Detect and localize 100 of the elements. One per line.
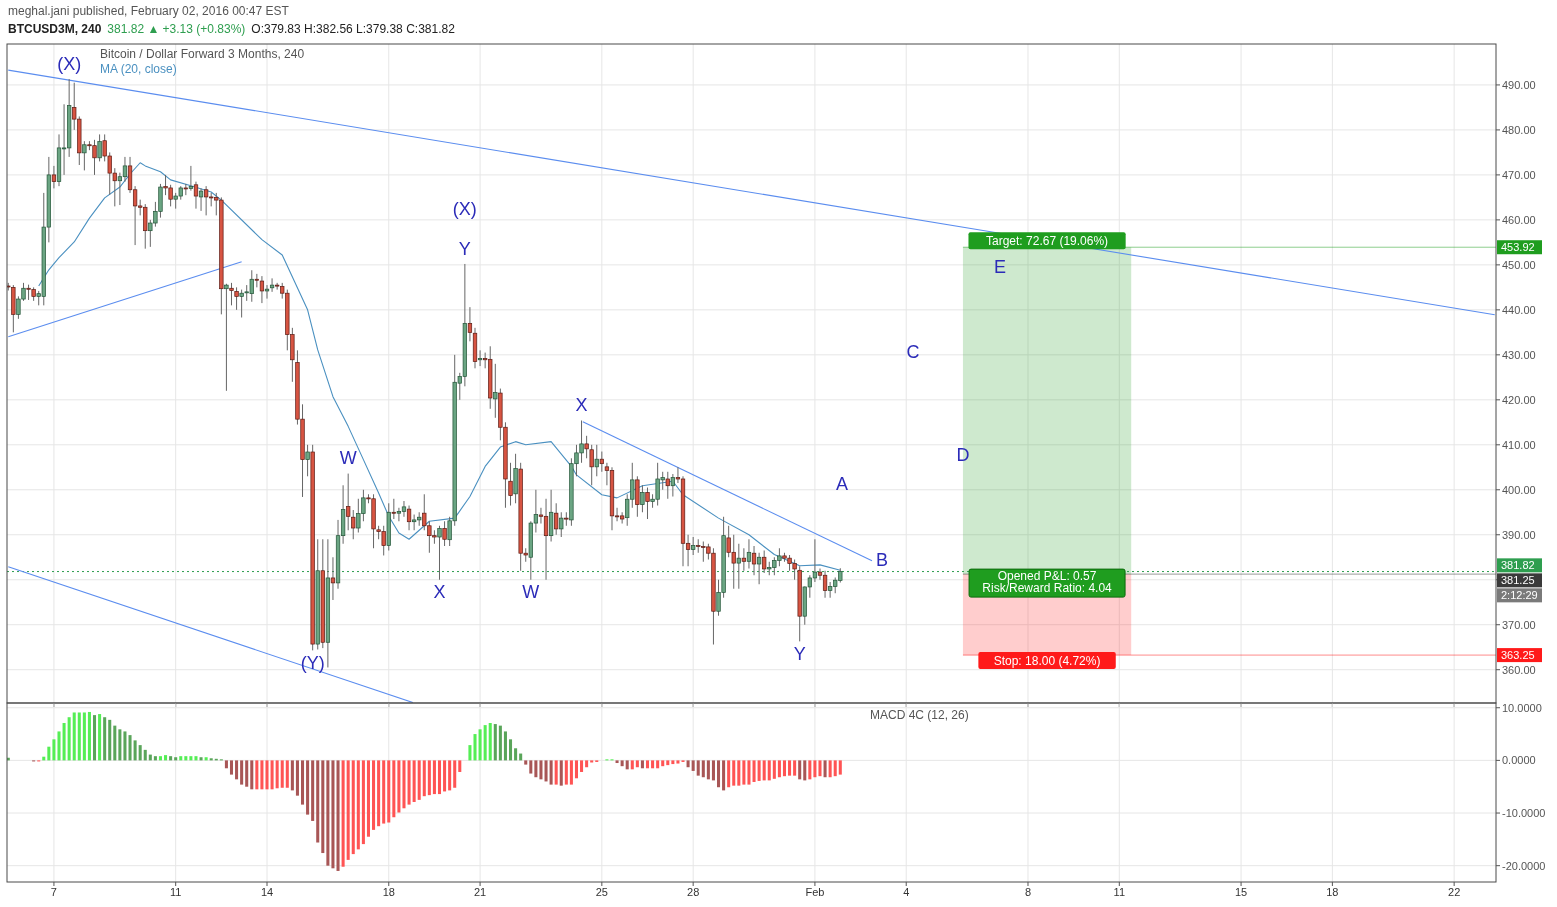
y-tick-label: 420.00 (1502, 393, 1536, 406)
candlestick (599, 451, 604, 473)
bar (752, 760, 756, 782)
bar (245, 760, 249, 787)
bar (635, 760, 639, 768)
bar (661, 760, 665, 767)
bar (803, 760, 807, 781)
x-tick-label: 8 (1024, 886, 1032, 898)
bar (57, 731, 61, 761)
text: O:379.83 H:382.56 L:379.38 C:381.82 (251, 22, 456, 36)
ref-line-label: 381.82 (1501, 559, 1535, 572)
y-tick-label: -20.0000 (1502, 859, 1546, 872)
y-tick-label: 490.00 (1502, 78, 1536, 91)
bar (798, 760, 802, 780)
chart-title: MACD 4C (12, 26) (870, 708, 969, 722)
bar (87, 711, 91, 761)
candlestick (229, 282, 234, 306)
candlestick (493, 363, 498, 419)
y-tick-label: 400.00 (1502, 483, 1536, 496)
bar (382, 760, 386, 824)
bar (407, 760, 411, 805)
bar (498, 725, 502, 761)
bar (833, 760, 837, 777)
y-tick-label: 470.00 (1502, 168, 1536, 181)
x-tick-label: 22 (1448, 886, 1461, 898)
bar (82, 712, 86, 761)
candlestick (305, 444, 310, 477)
candlestick (584, 435, 589, 459)
candlestick (665, 471, 670, 500)
bar (777, 760, 781, 778)
bar (260, 760, 264, 790)
bar (534, 760, 538, 778)
candlestick (406, 505, 412, 531)
bar (321, 760, 325, 854)
bar (366, 760, 370, 837)
candlestick (477, 349, 483, 367)
bar (493, 724, 497, 761)
candlestick (51, 165, 57, 189)
band-label: Target: 72.67 (19.06%) (986, 234, 1109, 249)
bar (539, 760, 543, 780)
annotation: Risk/Reward Ratio: 4.04 (982, 581, 1113, 596)
bar (235, 760, 239, 780)
text: meghal.jani published, February 02, 2016 00:47 EST (8, 4, 290, 18)
x-tick-label: 7 (50, 886, 57, 898)
bar (478, 729, 482, 761)
bar (351, 760, 355, 855)
candlestick (264, 284, 270, 300)
bar (437, 760, 442, 795)
bar (762, 760, 766, 781)
candlestick (589, 444, 594, 486)
bar (625, 760, 629, 770)
bar (77, 712, 81, 761)
x-tick-label: 11 (169, 886, 182, 898)
band-label: Stop: 18.00 (4.72%) (993, 654, 1101, 669)
bar (671, 760, 675, 765)
bar (311, 760, 315, 821)
bar (564, 760, 568, 785)
candlestick (198, 187, 204, 212)
annotation: C (906, 341, 920, 362)
annotation: X (575, 395, 588, 416)
bar (229, 760, 234, 775)
bar (529, 760, 533, 774)
x-tick-label: 25 (595, 886, 608, 898)
candlestick (224, 283, 229, 392)
chart-title: Bitcoin / Dollar Forward 3 Months, 240 (100, 47, 305, 61)
bar (574, 760, 578, 779)
bar (316, 760, 320, 843)
y-tick-label: -10.0000 (1502, 807, 1546, 820)
bar (92, 715, 97, 761)
bar (651, 760, 655, 769)
x-tick-label: 21 (473, 886, 487, 898)
bar (747, 760, 751, 785)
candlestick (751, 545, 757, 576)
x-tick-label: Feb (805, 886, 825, 898)
y-tick-label: 440.00 (1502, 303, 1536, 316)
candlestick (822, 570, 828, 599)
candlestick (234, 286, 239, 311)
bar (199, 757, 203, 761)
candlestick (736, 543, 741, 590)
bar (818, 760, 822, 777)
bar (767, 760, 771, 781)
bar (250, 760, 254, 790)
x-tick-label: 18 (1326, 886, 1339, 898)
bar (280, 760, 284, 788)
bar (356, 760, 360, 850)
x-tick-label: 11 (1113, 886, 1126, 898)
y-tick-label: 430.00 (1502, 348, 1536, 361)
bar (580, 760, 584, 772)
bar (737, 760, 741, 786)
bar (361, 760, 365, 845)
bar (153, 756, 157, 761)
ref-line-label: 363.25 (1501, 649, 1535, 662)
y-tick-label: 360.00 (1502, 663, 1536, 676)
bar (656, 760, 660, 769)
bar (686, 760, 690, 768)
bar (372, 760, 376, 830)
bar (72, 712, 76, 761)
annotation: A (835, 473, 849, 494)
bar (422, 760, 426, 797)
bar (793, 760, 797, 776)
